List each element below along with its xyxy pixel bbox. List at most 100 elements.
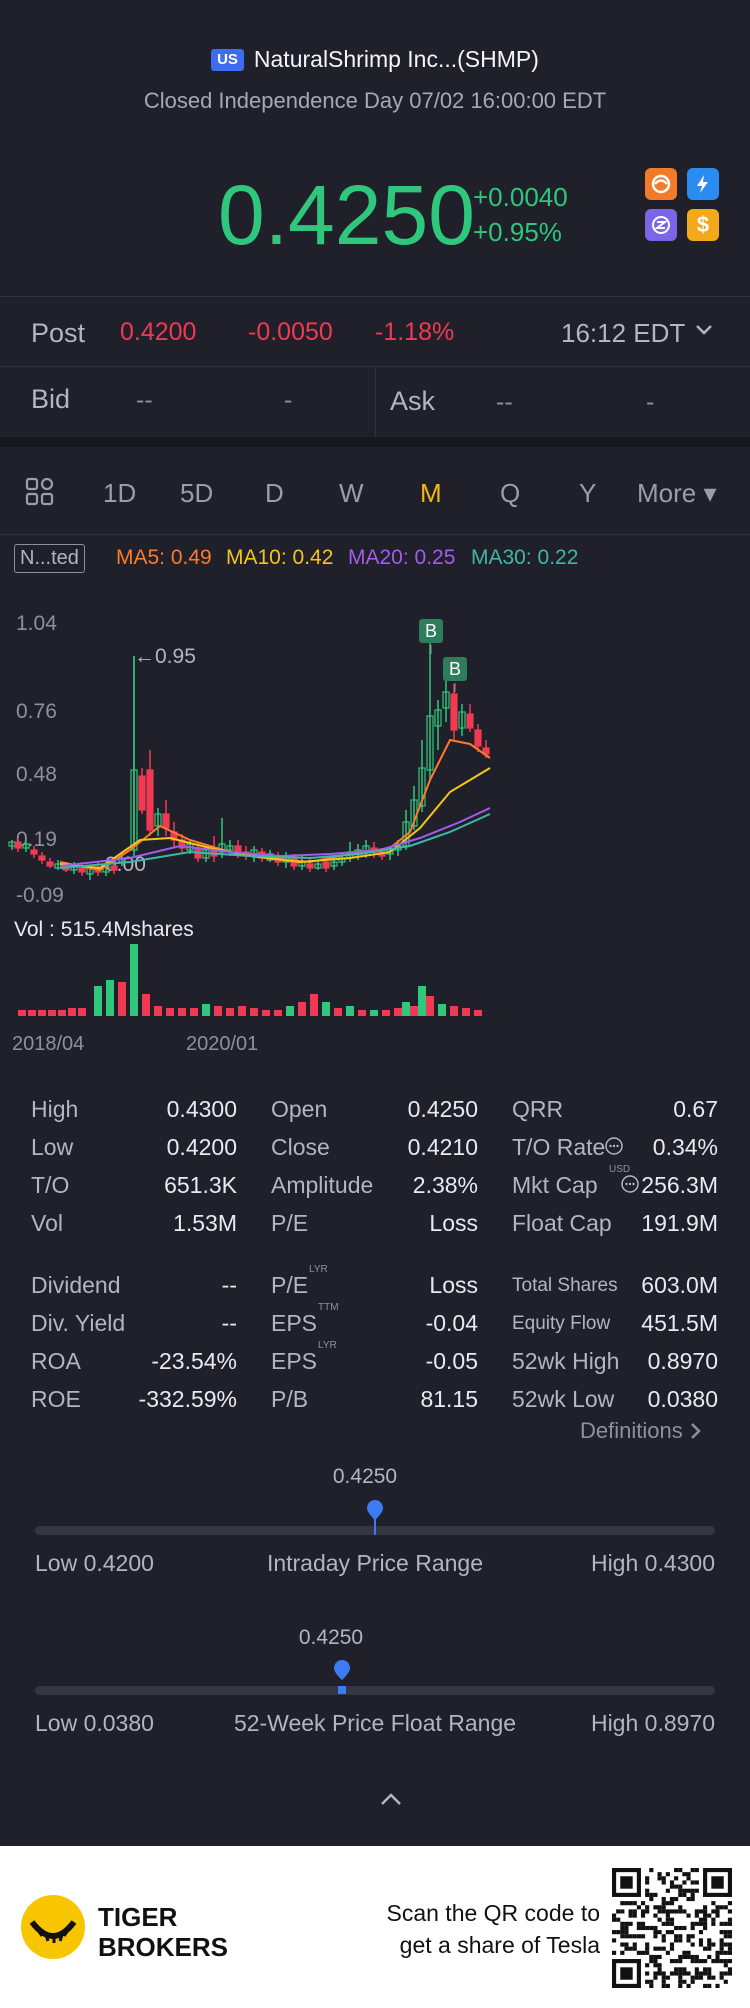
tab-y[interactable]: Y xyxy=(579,478,597,508)
candle-body xyxy=(458,711,466,729)
volume-bar xyxy=(410,1006,418,1016)
candle-body xyxy=(306,863,314,869)
volume-bar xyxy=(394,1008,402,1016)
ma20-label: MA20: 0.25 xyxy=(348,546,456,569)
volume-bar xyxy=(118,982,126,1016)
post-price: 0.4200 xyxy=(120,318,197,346)
purple-z-icon[interactable] xyxy=(645,209,677,241)
candle-body xyxy=(30,849,38,855)
stat-value: 0.4300 xyxy=(166,1096,237,1122)
stat-label: Mkt Cap xyxy=(512,1172,598,1198)
volume-bar xyxy=(190,1008,198,1016)
stat-label: High xyxy=(31,1096,79,1122)
stat-value: 191.9M xyxy=(641,1210,718,1236)
stat-value: 651.3K xyxy=(164,1172,237,1198)
qr-code[interactable] xyxy=(612,1868,732,1993)
tab-w[interactable]: W xyxy=(339,478,364,508)
ma10-label: MA10: 0.42 xyxy=(226,546,334,569)
dollar-icon[interactable]: $ xyxy=(687,209,719,241)
chevron-up-icon[interactable] xyxy=(378,1790,404,1813)
chevron-down-icon[interactable] xyxy=(693,318,715,345)
x-tick: 2020/01 xyxy=(186,1033,259,1055)
stat-value: 0.8970 xyxy=(647,1348,718,1374)
kline-chart[interactable] xyxy=(0,600,750,1020)
stat-value: 0.0380 xyxy=(647,1386,718,1412)
stat-label: Equity Flow xyxy=(512,1313,611,1334)
stat-label: ROE xyxy=(31,1386,81,1412)
stat-value: 0.4210 xyxy=(407,1134,478,1160)
stock-title: US NaturalShrimp Inc...(SHMP) xyxy=(0,46,750,73)
y-tick: 0.76 xyxy=(16,700,57,723)
stat-value: -- xyxy=(221,1272,237,1298)
tab-d[interactable]: D xyxy=(265,478,284,508)
stat-label: P/E xyxy=(271,1210,309,1236)
buy-marker[interactable]: B xyxy=(443,657,467,681)
moving-average-ma10 xyxy=(59,767,491,870)
stat-label: Amplitude xyxy=(271,1172,374,1198)
candle-body xyxy=(418,767,426,807)
market-badge: US xyxy=(211,48,244,71)
intraday-value: 0.4250 xyxy=(332,1465,398,1488)
orange-swirl-icon[interactable] xyxy=(645,168,677,200)
y-tick: -0.09 xyxy=(16,884,64,907)
post-time[interactable]: 16:12 EDT xyxy=(561,318,686,348)
volume-bar xyxy=(178,1008,186,1016)
stat-label: EPS xyxy=(271,1348,318,1374)
volume-bar xyxy=(38,1010,46,1016)
volume-bar xyxy=(298,1002,306,1016)
stat-label: P/B xyxy=(271,1386,309,1412)
tab-5d[interactable]: 5D xyxy=(180,478,214,508)
stat-label: T/O xyxy=(31,1172,70,1198)
stat-superscript: LYR xyxy=(309,1264,328,1275)
moving-average-ma30 xyxy=(59,813,491,869)
volume-bar xyxy=(250,1008,258,1016)
volume-bar xyxy=(382,1010,390,1016)
tiger-logo-icon xyxy=(20,1894,86,1965)
brand-line2: BROKERS xyxy=(98,1932,229,1962)
bid-label: Bid xyxy=(31,384,71,414)
week52-low: Low 0.0380 xyxy=(35,1710,154,1736)
volume-bar xyxy=(226,1008,234,1016)
volume-bar xyxy=(58,1010,66,1016)
volume-bar xyxy=(68,1008,76,1016)
volume-bar xyxy=(28,1010,36,1016)
buy-marker[interactable]: B xyxy=(419,619,443,643)
volume-bar xyxy=(402,1002,410,1016)
stat-label: Vol xyxy=(31,1210,63,1236)
grid-layout-icon[interactable] xyxy=(24,476,56,513)
intraday-title: Intraday Price Range xyxy=(266,1550,484,1576)
candle-body xyxy=(474,729,482,747)
week52-high: High 0.8970 xyxy=(590,1710,715,1736)
volume-label: Vol : 515.4Mshares xyxy=(14,918,194,941)
candle-body xyxy=(38,855,46,861)
definitions-link[interactable]: Definitions xyxy=(580,1418,703,1444)
candle-body xyxy=(450,693,458,731)
indicator-badge[interactable]: N...ted xyxy=(14,544,85,573)
stat-label: Low xyxy=(31,1134,74,1160)
tab-m[interactable]: M xyxy=(420,478,442,508)
volume-bar xyxy=(346,1006,354,1016)
stat-label: 52wk High xyxy=(512,1348,620,1374)
promo-footer: TIGER BROKERS Scan the QR code to get a … xyxy=(0,1846,750,2008)
volume-bar xyxy=(426,996,434,1016)
stat-value: 256.3M xyxy=(641,1172,718,1198)
stat-superscript: USD xyxy=(609,1164,631,1175)
high-annotation: ←0.95 xyxy=(134,645,196,668)
stat-value: 0.4200 xyxy=(166,1134,237,1160)
info-icon[interactable] xyxy=(604,1136,624,1161)
tab-q[interactable]: Q xyxy=(500,478,521,508)
stat-label: Open xyxy=(271,1096,328,1122)
candle-body xyxy=(466,713,474,729)
volume-bar xyxy=(310,994,318,1016)
tab-1d[interactable]: 1D xyxy=(103,478,137,508)
stat-value: 1.53M xyxy=(173,1210,237,1236)
lightning-icon[interactable] xyxy=(687,168,719,200)
tab-more[interactable]: More ▾ xyxy=(637,478,717,508)
info-icon[interactable] xyxy=(620,1174,640,1199)
volume-bar xyxy=(154,1006,162,1016)
candle-body xyxy=(314,863,322,869)
stat-value: 603.0M xyxy=(641,1272,718,1298)
candle-body xyxy=(14,841,22,849)
promo-text-line1: Scan the QR code to xyxy=(386,1900,600,1926)
stat-value: 0.34% xyxy=(652,1134,718,1160)
